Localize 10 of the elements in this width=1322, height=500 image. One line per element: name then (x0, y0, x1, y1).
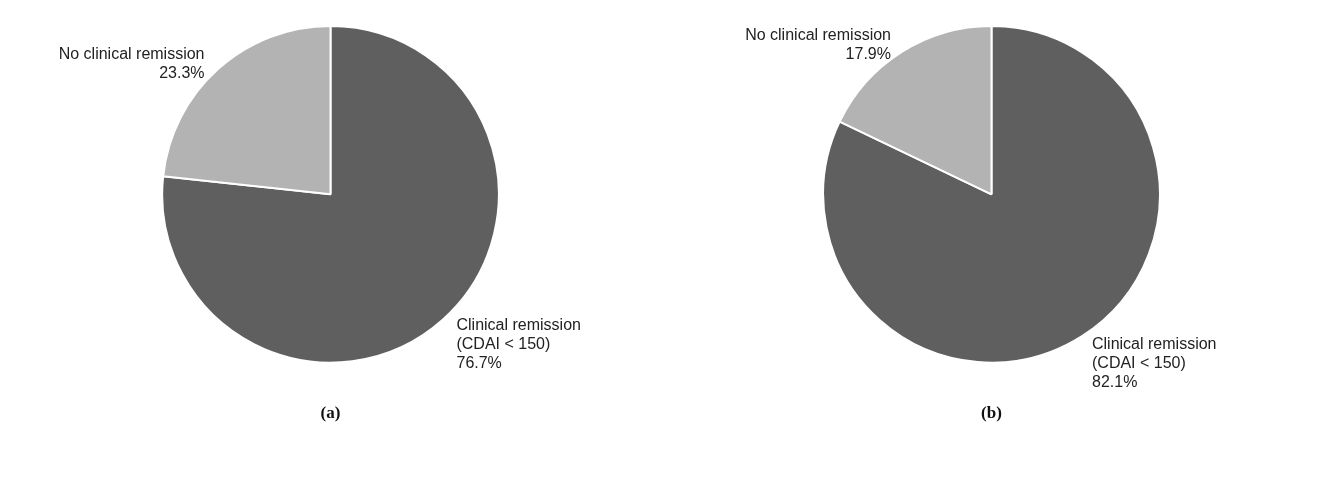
text: (a) (320, 403, 341, 423)
data-label: 17.9% (845, 44, 891, 62)
slice-label: Clinical remission (CDAI < 150) (1092, 335, 1217, 372)
slice-label: No clinical remission (58, 44, 205, 62)
slice-label: Clinical remission (CDAI < 150) (456, 315, 581, 352)
data-label: 82.1% (1092, 373, 1138, 391)
slice-label: No clinical remission (745, 25, 891, 43)
data-label: 23.3% (159, 63, 205, 81)
data-label: 76.7% (456, 353, 502, 371)
text: (b) (981, 403, 1002, 423)
